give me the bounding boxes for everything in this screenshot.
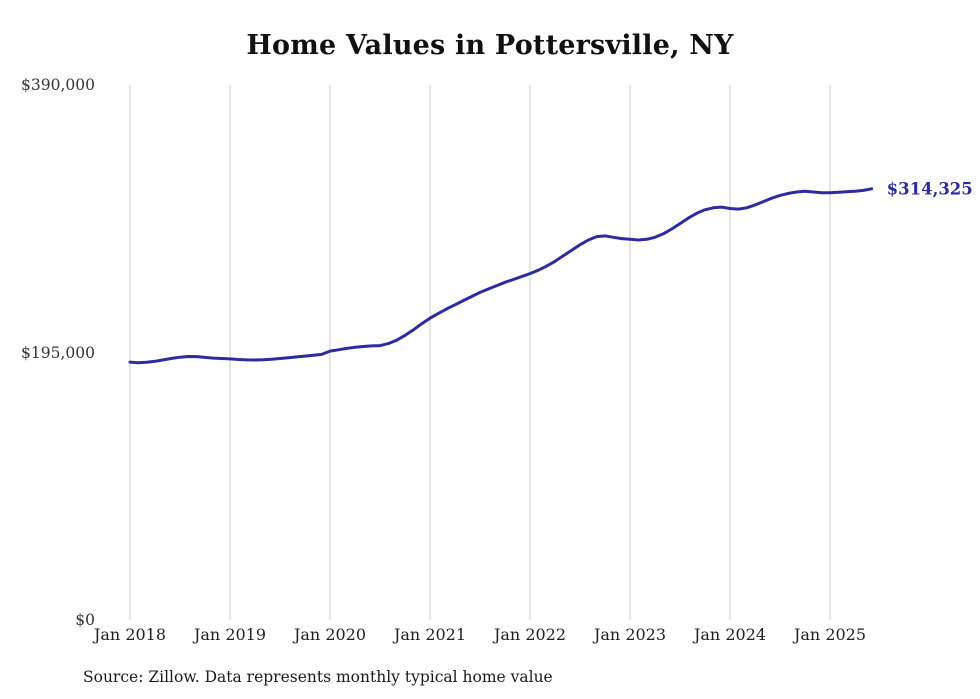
home-value-line	[128, 187, 874, 365]
x-tick-label: Jan 2018	[93, 625, 167, 644]
source-note: Source: Zillow. Data represents monthly …	[83, 668, 553, 686]
current-value-label: $314,325	[886, 179, 973, 199]
x-tick-label: Jan 2023	[593, 625, 667, 644]
y-tick-label: $390,000	[21, 76, 95, 94]
x-tick-label: Jan 2019	[193, 625, 267, 644]
x-tick-label: Jan 2021	[393, 625, 467, 644]
y-tick-label: $0	[75, 611, 95, 629]
x-tick-label: Jan 2025	[793, 625, 867, 644]
gridlines	[129, 85, 831, 620]
y-tick-label: $195,000	[21, 343, 95, 362]
x-tick-label: Jan 2024	[693, 625, 767, 644]
x-tick-label: Jan 2020	[293, 625, 367, 644]
chart-title: Home Values in Pottersville, NY	[246, 30, 734, 61]
x-tick-label: Jan 2022	[493, 625, 567, 644]
